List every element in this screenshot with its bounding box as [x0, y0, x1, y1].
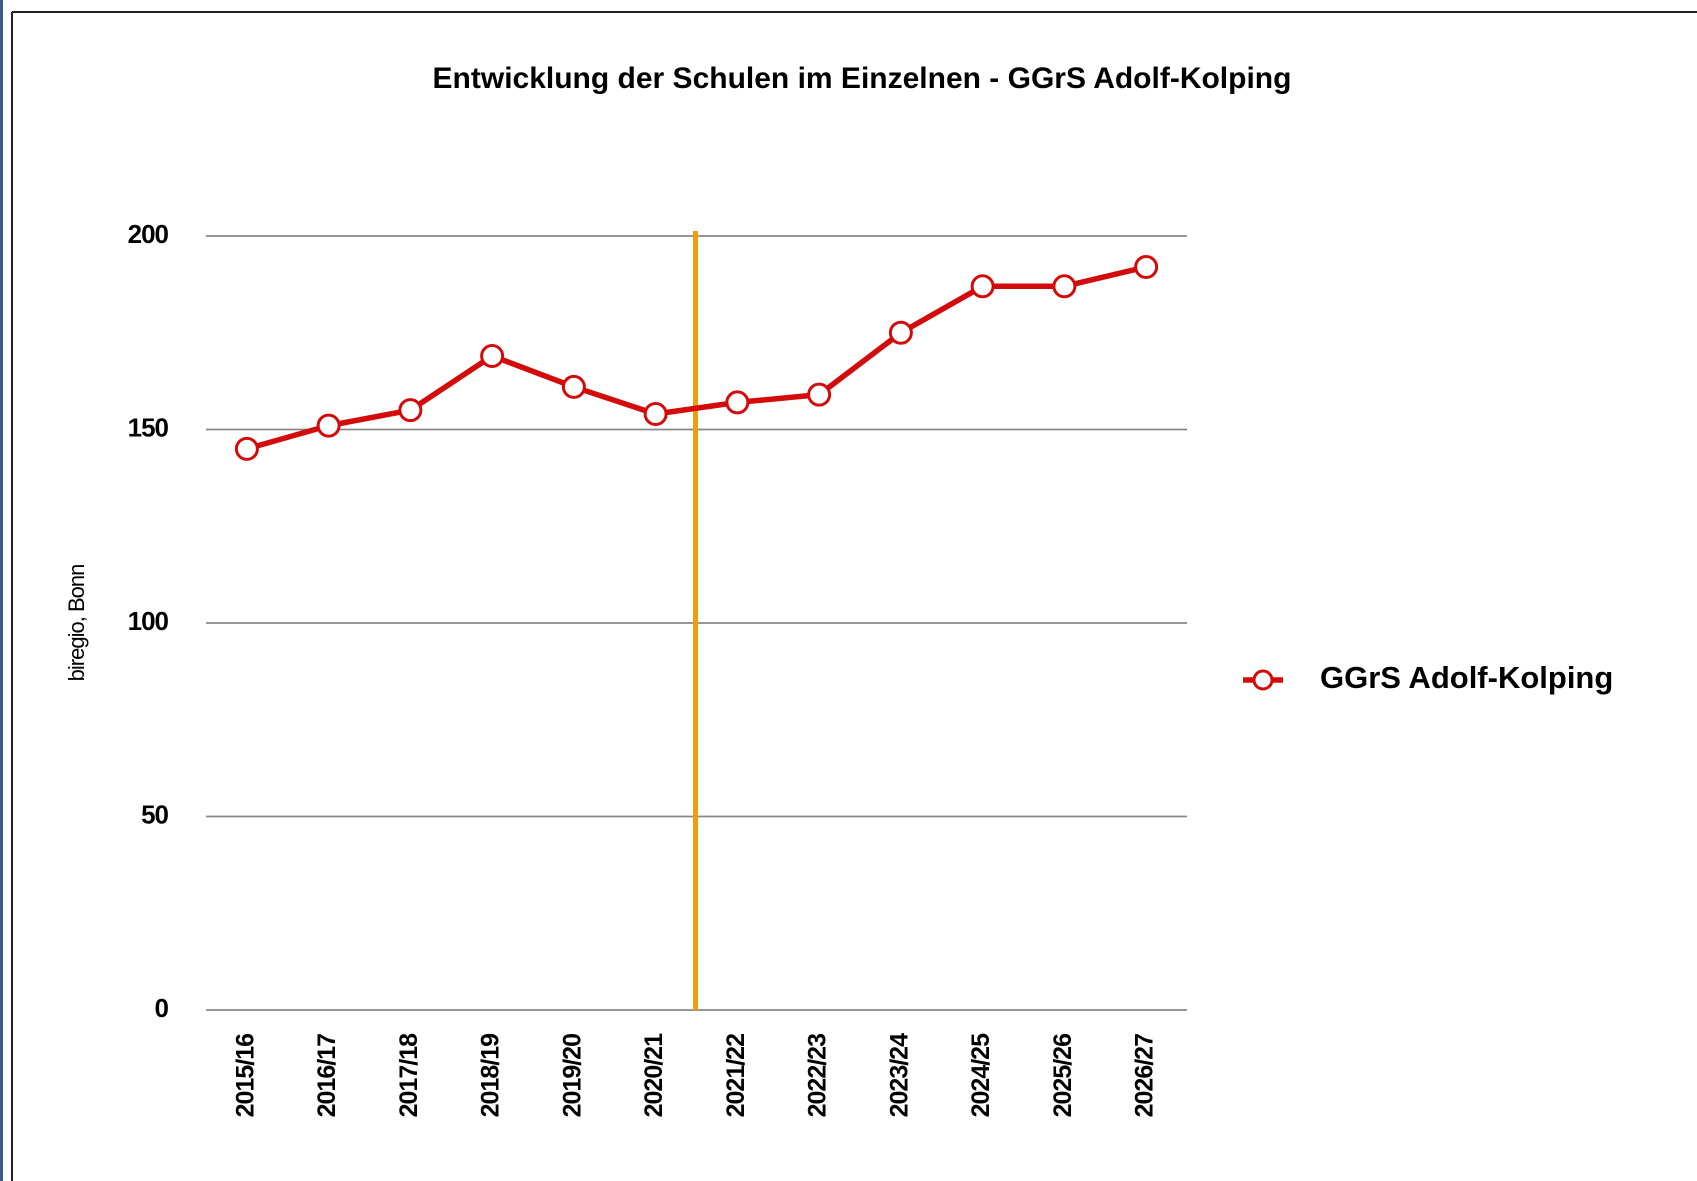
legend-label: GGrS Adolf-Kolping [1320, 660, 1613, 695]
y-tick-label: 100 [128, 606, 169, 636]
data-point [807, 382, 832, 407]
x-tick-label: 2026/27 [1131, 1034, 1159, 1117]
legend-marker [1252, 669, 1274, 691]
data-point [725, 390, 750, 415]
x-tick-label: 2018/19 [477, 1034, 505, 1117]
x-tick-label: 2020/21 [640, 1033, 668, 1117]
x-tick-label: 2017/18 [395, 1033, 423, 1117]
x-tick-label: 2015/16 [231, 1034, 259, 1117]
y-tick-label: 200 [128, 219, 169, 249]
x-tick-label: 2024/25 [967, 1033, 995, 1117]
data-point [888, 320, 913, 345]
y-axis-label: biregio, Bonn [64, 565, 89, 682]
x-tick-label: 2021/22 [722, 1034, 750, 1117]
data-point [398, 398, 423, 423]
x-tick-label: 2016/17 [313, 1034, 341, 1117]
data-point [480, 343, 505, 368]
data-point [234, 436, 259, 461]
x-tick-label: 2019/20 [558, 1034, 586, 1117]
data-point [1134, 254, 1159, 279]
x-tick-label: 2023/24 [885, 1033, 913, 1117]
y-tick-label: 0 [155, 993, 169, 1023]
data-point [1052, 274, 1077, 299]
x-tick-label: 2025/26 [1049, 1034, 1077, 1117]
y-tick-label: 50 [141, 799, 168, 829]
data-point [316, 413, 341, 438]
x-tick-label: 2022/23 [804, 1034, 832, 1117]
data-point [643, 402, 668, 427]
chart-title: Entwicklung der Schulen im Einzelnen - G… [433, 62, 1292, 95]
data-point [561, 374, 586, 399]
series-line [246, 264, 1147, 452]
data-point [970, 274, 995, 299]
y-tick-label: 150 [128, 412, 169, 442]
